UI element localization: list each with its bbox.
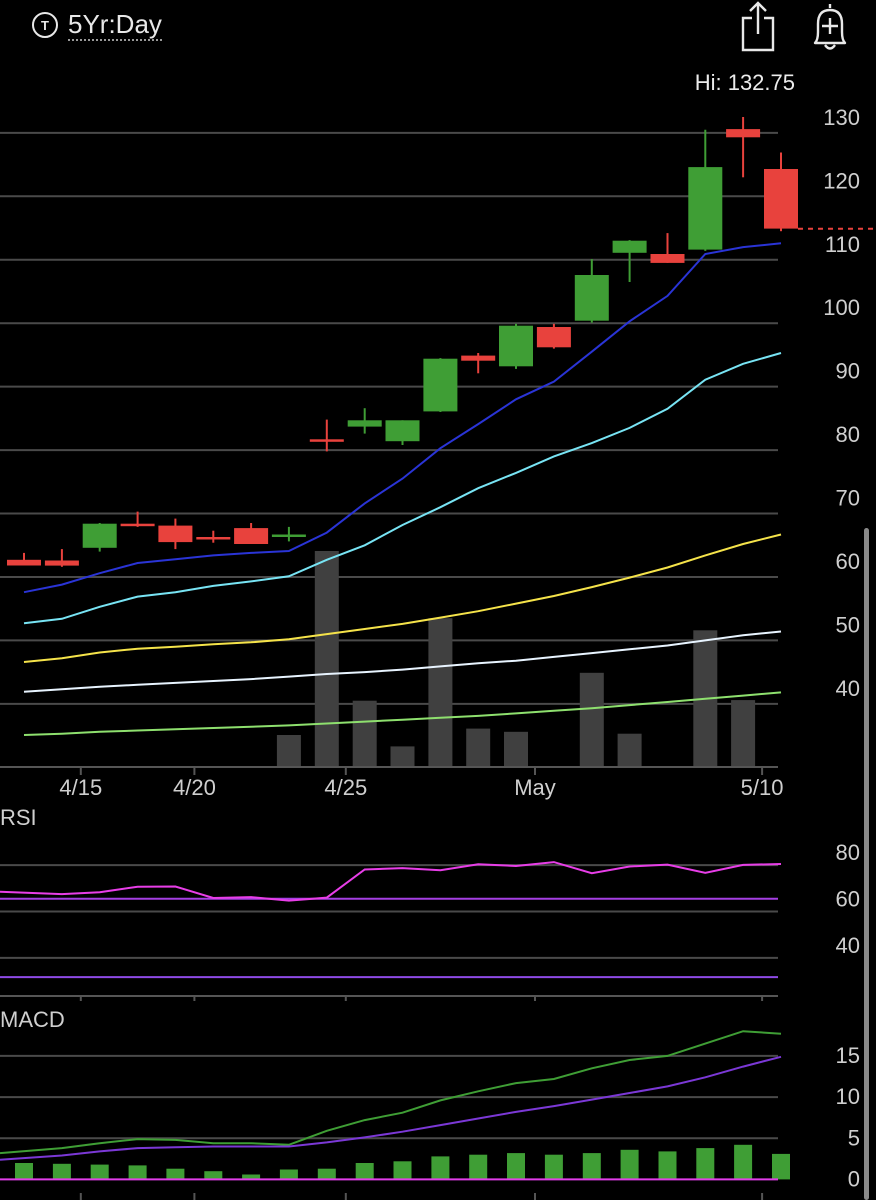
- y-tick-label: 50: [836, 612, 860, 637]
- macd-histogram-bar: [166, 1168, 185, 1180]
- share-icon[interactable]: [738, 0, 778, 59]
- candle-body: [385, 420, 420, 442]
- candle-body: [158, 525, 193, 543]
- candle-body: [461, 355, 496, 361]
- volume-bar: [390, 746, 415, 767]
- candle-body: [764, 169, 798, 229]
- high-price-label: Hi: 132.75: [695, 70, 795, 95]
- y-tick-label: 60: [836, 549, 860, 574]
- rsi-tick-label: 60: [836, 887, 860, 912]
- candle-body: [612, 240, 647, 253]
- candle-body: [82, 523, 117, 548]
- macd-histogram-bar: [658, 1151, 677, 1180]
- macd-histogram-bar: [620, 1149, 639, 1180]
- candle-body: [7, 559, 41, 566]
- macd-histogram-bar: [393, 1161, 412, 1180]
- timeframe-icon: T: [32, 12, 58, 38]
- y-tick-label: 120: [823, 168, 860, 193]
- macd-histogram-bar: [279, 1169, 298, 1180]
- macd-histogram-bar: [242, 1174, 261, 1180]
- macd-histogram-bar: [15, 1163, 33, 1180]
- candle-body: [726, 129, 761, 138]
- macd-tick-label: 5: [848, 1125, 860, 1150]
- macd-histogram-bar: [772, 1153, 790, 1180]
- y-tick-label: 80: [836, 422, 860, 447]
- macd-histogram-bar: [317, 1168, 336, 1180]
- candle-body: [196, 537, 231, 540]
- macd-histogram-bar: [582, 1153, 601, 1180]
- candle-body: [536, 327, 571, 348]
- candle-body: [423, 358, 458, 412]
- candle-body: [688, 167, 723, 250]
- macd-series-line: [0, 1030, 782, 1155]
- x-tick-label: 4/25: [324, 775, 367, 800]
- rsi-label: RSI: [0, 805, 37, 830]
- y-tick-label: 130: [823, 105, 860, 130]
- volume-bar: [504, 731, 528, 767]
- moving-average-line: [23, 352, 782, 625]
- moving-average-line: [23, 691, 782, 736]
- macd-tick-label: 0: [848, 1166, 860, 1191]
- volume-bar: [617, 733, 642, 767]
- y-tick-label: 100: [823, 295, 860, 320]
- moving-average-line: [23, 533, 782, 663]
- macd-histogram-bar: [734, 1144, 753, 1180]
- candle-body: [347, 420, 382, 427]
- rsi-line: [0, 861, 782, 902]
- macd-histogram-bar: [544, 1154, 563, 1180]
- candle-body: [234, 528, 269, 544]
- x-tick-label: May: [514, 775, 556, 800]
- x-tick-label: 4/15: [59, 775, 102, 800]
- scrollbar[interactable]: [864, 528, 869, 1200]
- macd-histogram-bar: [696, 1148, 715, 1180]
- bell-plus-icon[interactable]: [806, 0, 854, 59]
- y-tick-label: 70: [836, 486, 860, 511]
- candle-body: [44, 560, 79, 566]
- macd-tick-label: 15: [836, 1043, 860, 1068]
- timeframe-selector[interactable]: T 5Yr:Day: [32, 8, 162, 42]
- candle-body: [574, 275, 609, 321]
- y-tick-label: 40: [836, 676, 860, 701]
- volume-bar: [314, 551, 339, 767]
- candle-body: [650, 254, 685, 263]
- candle-body: [120, 523, 155, 527]
- volume-bar: [579, 672, 604, 767]
- macd-histogram-bar: [204, 1171, 223, 1180]
- rsi-tick-label: 80: [836, 840, 860, 865]
- volume-bar: [731, 700, 756, 767]
- macd-histogram-bar: [431, 1156, 450, 1180]
- macd-histogram-bar: [355, 1163, 374, 1180]
- macd-tick-label: 10: [836, 1084, 860, 1109]
- candle-body: [499, 325, 533, 367]
- volume-bar: [428, 618, 453, 767]
- volume-bar: [276, 735, 301, 767]
- macd-histogram-bar: [469, 1154, 488, 1180]
- macd-histogram-bar: [507, 1153, 525, 1180]
- macd-histogram-bar: [128, 1165, 147, 1180]
- moving-average-line: [23, 630, 782, 693]
- macd-label: MACD: [0, 1007, 65, 1032]
- candle-body: [271, 534, 306, 537]
- x-tick-label: 5/10: [741, 775, 784, 800]
- y-tick-label: 110: [825, 232, 860, 257]
- moving-average-line: [23, 242, 782, 594]
- x-tick-label: 4/20: [173, 775, 216, 800]
- macd-series-line: [0, 1055, 782, 1161]
- macd-histogram-bar: [90, 1164, 109, 1180]
- volume-bar: [352, 700, 377, 767]
- candle-body: [309, 439, 344, 442]
- timeframe-label[interactable]: 5Yr:Day: [68, 8, 162, 41]
- macd-histogram-bar: [52, 1163, 71, 1180]
- y-tick-label: 90: [836, 359, 860, 384]
- volume-bar: [466, 728, 491, 767]
- rsi-tick-label: 40: [836, 933, 860, 958]
